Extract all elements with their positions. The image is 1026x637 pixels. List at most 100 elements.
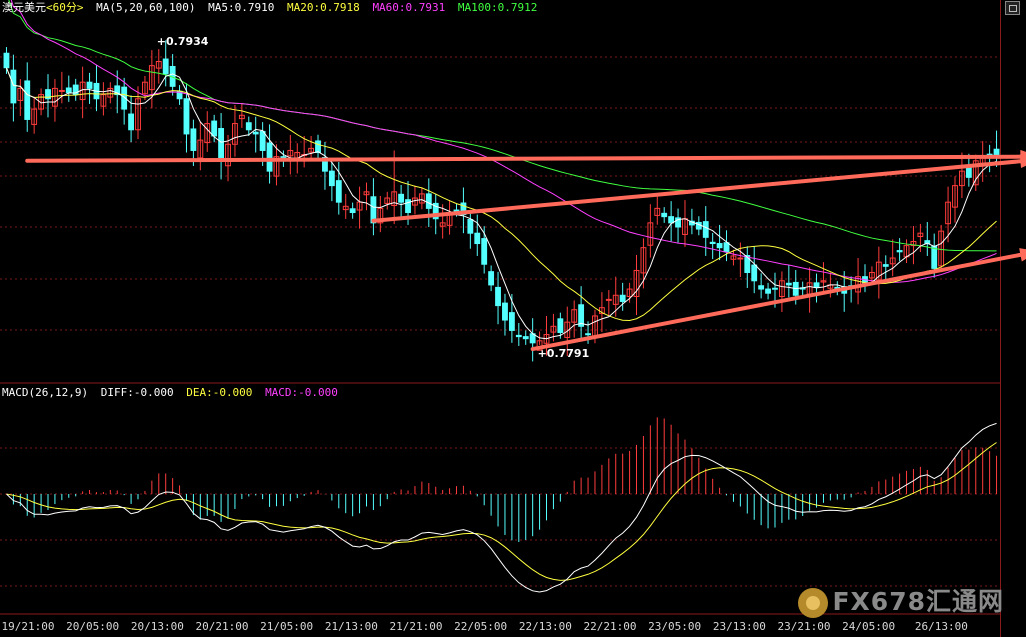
candle-body (467, 219, 474, 234)
trend-arrow-line (371, 158, 1026, 223)
candle-body (3, 52, 10, 69)
candle-body (495, 286, 501, 307)
candle-body (502, 302, 508, 321)
candle-body (148, 65, 155, 91)
symbol-label: 澳元美元 (2, 1, 46, 14)
ma5-line (5, 67, 997, 340)
macd-histogram-value: MACD:-0.000 (265, 386, 338, 399)
candle-body (882, 264, 889, 267)
candle-body (571, 309, 578, 323)
candle-body (418, 193, 425, 204)
candle-body (162, 58, 169, 75)
candle-body (875, 261, 882, 281)
candle-body (820, 280, 827, 283)
candle-body (723, 242, 730, 253)
candle-body (308, 147, 315, 153)
candle-body (605, 298, 612, 301)
candle-body (460, 202, 467, 216)
candle-body (266, 142, 273, 172)
ma100-value: MA100:0.7912 (457, 1, 538, 14)
candle-body (730, 255, 737, 260)
candle-body (128, 113, 135, 131)
candle-body (363, 191, 370, 196)
high-label: +0.7934 (157, 35, 209, 48)
candle-body (765, 288, 771, 294)
candle-body (668, 216, 675, 224)
price-panel-header: 澳元美元<60分> MA(5,20,60,100) MA5:0.7910 MA2… (2, 0, 543, 16)
candle-body (702, 221, 709, 238)
candle-body (744, 255, 751, 274)
candle-body (335, 180, 342, 203)
candle-body (432, 202, 439, 220)
candle-body (24, 80, 31, 120)
candle-body (45, 89, 51, 100)
candle-body (453, 209, 460, 212)
candle-body (377, 207, 384, 224)
x-tick-label: 23/21:00 (777, 620, 831, 633)
candle-body (910, 240, 917, 247)
candle-body (737, 257, 744, 260)
candle-body (252, 131, 259, 135)
ma100-line (8, 0, 997, 252)
candle-body (225, 143, 231, 167)
low-label: +0.7791 (538, 347, 590, 360)
candle-body (273, 156, 280, 177)
candle-body (58, 89, 65, 92)
macd-panel-header: MACD(26,12,9) DIFF:-0.000 DEA:-0.000 MAC… (2, 385, 344, 401)
fx678-watermark: FX678汇通网 (798, 582, 1004, 618)
candle-body (585, 333, 591, 336)
candle-body (349, 208, 356, 214)
candle-body (675, 217, 681, 228)
ma20-value: MA20:0.7918 (286, 1, 360, 14)
candle-body (31, 108, 38, 125)
candle-body (17, 87, 24, 101)
candle-body (896, 250, 903, 253)
candle-body (758, 285, 765, 290)
candle-body (190, 128, 197, 151)
fx678-logo-icon (798, 588, 829, 618)
macd-params-label[interactable]: MACD(26,12,9) (2, 386, 89, 399)
candle-body (993, 148, 1000, 156)
candle-body (425, 193, 432, 209)
candle-body (751, 264, 758, 282)
candle-body (917, 232, 924, 238)
ma-settings-label[interactable]: MA(5,20,60,100) (96, 1, 196, 14)
candle-body (391, 191, 398, 206)
candle-body (557, 318, 564, 333)
candle-body (813, 282, 820, 288)
ma60-value: MA60:0.7931 (372, 1, 446, 14)
candle-body (142, 81, 148, 95)
x-tick-label: 23/05:00 (648, 620, 702, 633)
candle-body (245, 122, 252, 131)
candle-body (211, 120, 218, 137)
candle-body (183, 98, 190, 135)
window-restore-icon[interactable] (1005, 1, 1020, 15)
x-tick-label: 23/13:00 (712, 620, 766, 633)
candle-body (65, 87, 72, 94)
candle-body (86, 81, 93, 89)
candle-body (564, 321, 571, 338)
candle-body (114, 85, 121, 96)
candle-body (38, 94, 45, 110)
candle-body (661, 212, 668, 218)
macd-dea-line (6, 442, 997, 581)
x-tick-label: 26/13:00 (914, 620, 968, 633)
candle-body (612, 294, 619, 305)
candle-body (100, 94, 107, 107)
candle-body (640, 247, 647, 274)
candle-body (218, 128, 225, 162)
trend-arrowhead (1019, 248, 1026, 262)
candle-body (107, 87, 114, 98)
period-selector[interactable]: <60分> (46, 1, 84, 14)
candle-body (619, 294, 626, 302)
trend-arrowhead (1019, 154, 1026, 169)
candle-body (938, 230, 945, 267)
candle-body (121, 86, 128, 110)
macd-diff-value: DIFF:-0.000 (100, 386, 174, 399)
x-tick-label: 22/21:00 (583, 620, 637, 633)
x-tick-label: 20/05:00 (66, 620, 120, 633)
candle-body (370, 196, 377, 224)
watermark-text: FX678汇通网 (832, 587, 1004, 616)
x-tick-label: 22/05:00 (454, 620, 508, 633)
candle-body (889, 257, 896, 265)
